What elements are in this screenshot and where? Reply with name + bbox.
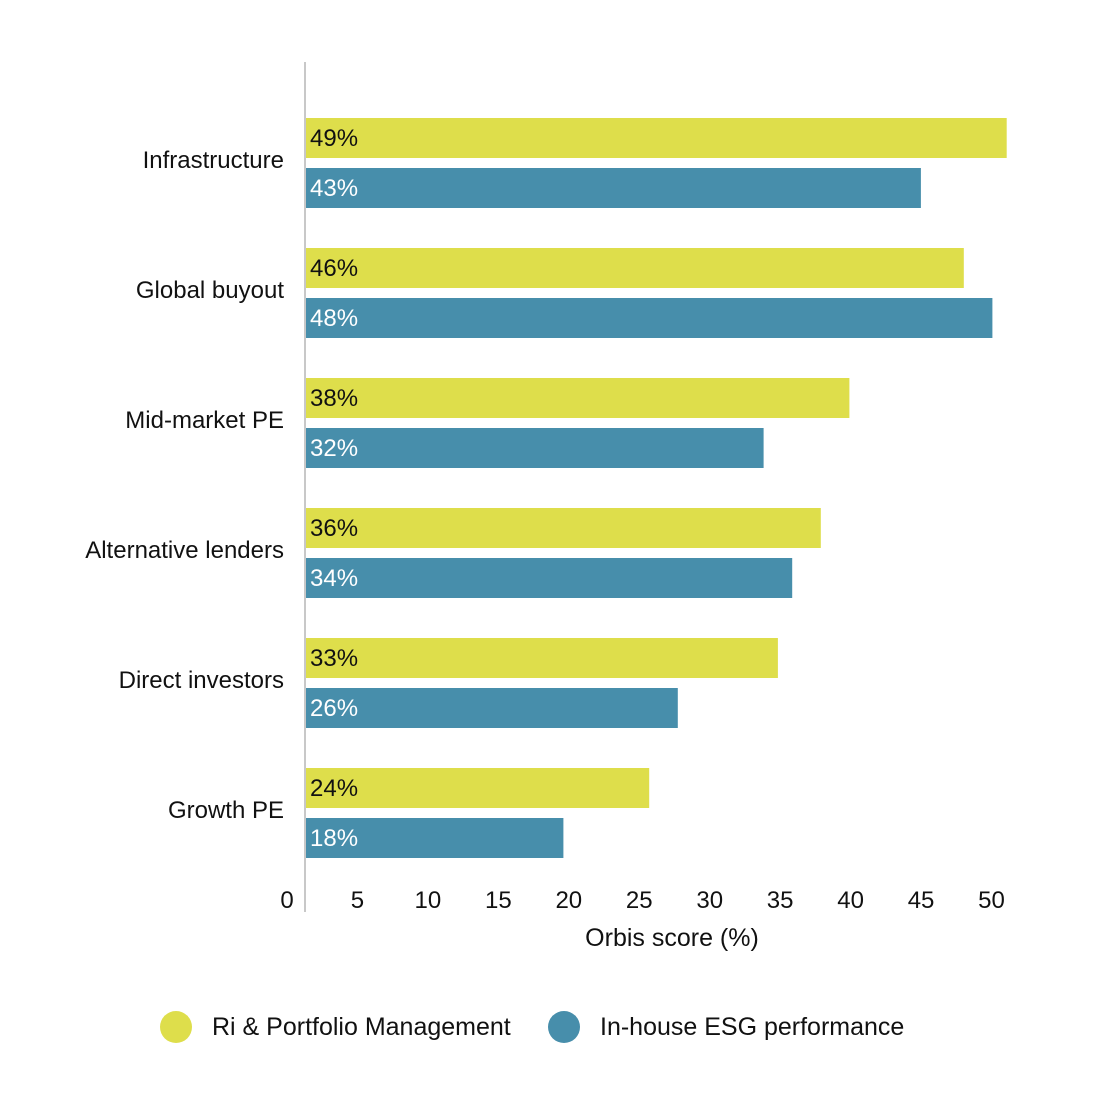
data-label: 38%	[310, 385, 358, 412]
bar	[306, 558, 793, 598]
category-label: Alternative lenders	[85, 537, 284, 564]
data-label: 46%	[310, 255, 358, 282]
x-tick-label: 25	[626, 887, 653, 914]
bar	[306, 118, 1007, 158]
bar	[306, 378, 850, 418]
category-label: Growth PE	[168, 797, 284, 824]
x-tick-label: 10	[415, 887, 442, 914]
x-tick-label: 45	[908, 887, 935, 914]
data-label: 32%	[310, 435, 358, 462]
data-label: 48%	[310, 305, 358, 332]
bar	[306, 508, 821, 548]
data-label: 26%	[310, 695, 358, 722]
bar	[306, 298, 993, 338]
x-tick-label: 20	[555, 887, 582, 914]
x-tick-label: 15	[485, 887, 512, 914]
bar	[306, 818, 564, 858]
legend-label: In-house ESG performance	[600, 1013, 904, 1041]
data-label: 33%	[310, 645, 358, 672]
x-tick-label: 0	[280, 887, 293, 914]
x-tick-label: 35	[767, 887, 794, 914]
x-axis-label: Orbis score (%)	[585, 924, 759, 952]
bar	[306, 688, 678, 728]
data-label: 24%	[310, 775, 358, 802]
bar	[306, 428, 764, 468]
x-tick-label: 50	[978, 887, 1005, 914]
data-label: 36%	[310, 515, 358, 542]
category-label: Global buyout	[136, 277, 284, 304]
category-label: Mid-market PE	[125, 407, 284, 434]
data-label: 34%	[310, 565, 358, 592]
data-label: 43%	[310, 175, 358, 202]
bar	[306, 248, 964, 288]
legend-swatch	[160, 1011, 192, 1043]
legend-label: Ri & Portfolio Management	[212, 1013, 511, 1041]
data-label: 49%	[310, 125, 358, 152]
data-label: 18%	[310, 825, 358, 852]
category-label: Infrastructure	[143, 147, 284, 174]
legend-swatch	[548, 1011, 580, 1043]
x-tick-label: 40	[837, 887, 864, 914]
x-tick-label: 30	[696, 887, 723, 914]
bar	[306, 168, 921, 208]
bar	[306, 768, 650, 808]
category-label: Direct investors	[119, 667, 284, 694]
x-tick-label: 5	[351, 887, 364, 914]
bar	[306, 638, 778, 678]
